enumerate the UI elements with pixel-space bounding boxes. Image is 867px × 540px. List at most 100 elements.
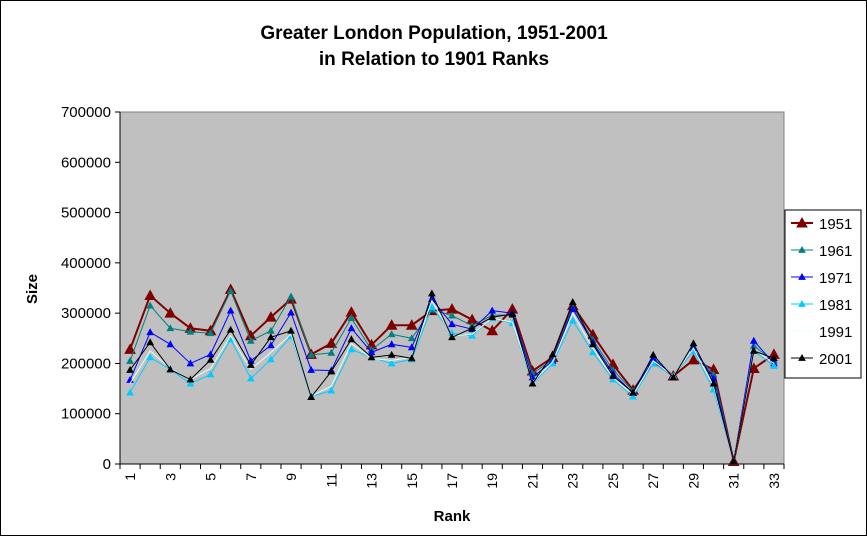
data-point: [206, 355, 215, 363]
legend-entry-label: 1971: [819, 270, 852, 287]
x-tick-label: 23: [565, 473, 581, 489]
legend-entry-label: 1981: [819, 297, 852, 314]
data-point: [267, 355, 275, 363]
x-tick-label: 33: [766, 473, 782, 489]
legend-entry-label: 2001: [819, 351, 852, 368]
x-tick-label: 21: [524, 473, 540, 489]
data-point: [629, 392, 637, 400]
y-tick-label: 200000: [61, 355, 111, 372]
y-tick-label: 400000: [61, 255, 111, 272]
data-point: [709, 379, 718, 387]
data-point: [385, 319, 398, 330]
x-tick-label: 11: [323, 473, 339, 488]
x-tick-label: 9: [283, 473, 299, 481]
data-point: [325, 337, 338, 348]
data-point: [747, 362, 760, 373]
data-point: [448, 320, 456, 328]
data-point: [307, 350, 316, 358]
data-point: [387, 330, 396, 338]
data-point: [687, 353, 700, 365]
data-point: [468, 324, 476, 332]
data-point: [749, 346, 758, 354]
legend: 1951 1961 1971 1981 1991 2001: [784, 209, 862, 379]
data-point: [327, 348, 336, 356]
data-point: [729, 457, 738, 465]
legend-swatch-marker: [798, 299, 806, 307]
data-point: [186, 379, 195, 387]
legend-entry-label: 1951: [819, 216, 852, 233]
data-point: [568, 316, 577, 324]
data-point: [367, 353, 376, 361]
data-point: [126, 356, 134, 364]
data-point: [186, 327, 195, 335]
data-point: [347, 324, 356, 332]
x-tick-label: 3: [162, 473, 178, 481]
legend-swatch-marker: [798, 272, 806, 280]
x-tick-label: 13: [364, 473, 380, 489]
legend-swatch-marker: [796, 216, 808, 228]
data-point: [166, 365, 175, 373]
data-point: [448, 333, 456, 341]
x-tick-label: 27: [645, 473, 661, 489]
data-point: [206, 370, 215, 378]
plot-area: [119, 111, 785, 465]
x-tick-label: 1: [122, 473, 138, 481]
data-point: [144, 289, 157, 301]
y-tick-label: 0: [103, 456, 111, 473]
data-point: [568, 298, 577, 305]
y-axis: 0 100000 200000 300000 400000 500000 600000 700…: [61, 104, 121, 473]
data-point: [124, 343, 136, 354]
data-point: [246, 360, 255, 368]
x-tick-label: 17: [444, 473, 460, 489]
chart-title: Greater London Population, 1951-2001: [260, 23, 608, 44]
data-point: [387, 350, 396, 358]
data-point: [307, 365, 316, 373]
data-point: [307, 393, 316, 401]
legend-entry-label: 1961: [819, 243, 852, 260]
y-axis-label: Size: [24, 274, 41, 304]
data-point: [164, 307, 177, 318]
legend-swatch-marker: [798, 353, 806, 361]
data-point: [226, 286, 235, 294]
y-tick-label: 600000: [61, 154, 111, 171]
data-point: [548, 350, 557, 358]
data-point: [327, 386, 336, 394]
data-point: [347, 314, 356, 322]
data-point: [246, 336, 255, 344]
data-point: [588, 348, 597, 356]
series-layer: [124, 283, 780, 466]
data-point: [405, 319, 418, 330]
data-point: [407, 343, 416, 351]
legend-box: [784, 209, 862, 379]
data-point: [267, 326, 275, 334]
data-point: [749, 336, 758, 344]
data-point: [146, 328, 155, 336]
legend-entry-label: 1991: [819, 324, 852, 341]
data-point: [186, 359, 195, 367]
data-point: [689, 339, 698, 347]
data-point: [166, 324, 175, 332]
y-tick-label: 500000: [61, 205, 111, 222]
chart-subtitle: in Relation to 1901 Ranks: [319, 49, 549, 70]
data-point: [267, 333, 275, 341]
data-point: [287, 308, 295, 316]
x-tick-label: 5: [203, 473, 219, 481]
data-point: [770, 354, 778, 362]
data-point: [609, 371, 617, 379]
data-point: [146, 301, 155, 309]
x-tick-label: 25: [605, 473, 621, 489]
legend-swatch-marker: [798, 245, 806, 253]
data-point: [407, 334, 416, 342]
x-tick-label: 29: [685, 473, 701, 489]
data-point: [347, 345, 356, 353]
data-point: [568, 305, 577, 313]
x-tick-label: 15: [404, 473, 420, 489]
data-point: [387, 340, 396, 348]
data-point: [287, 326, 295, 334]
x-axis: 1 3 5 7 9 11 13 15 17 19 21 23 25 27 29 31 33: [119, 463, 785, 489]
data-point: [407, 354, 416, 362]
data-point: [265, 311, 277, 322]
data-point: [246, 374, 255, 382]
data-point: [468, 331, 476, 339]
y-tick-label: 100000: [61, 406, 111, 423]
